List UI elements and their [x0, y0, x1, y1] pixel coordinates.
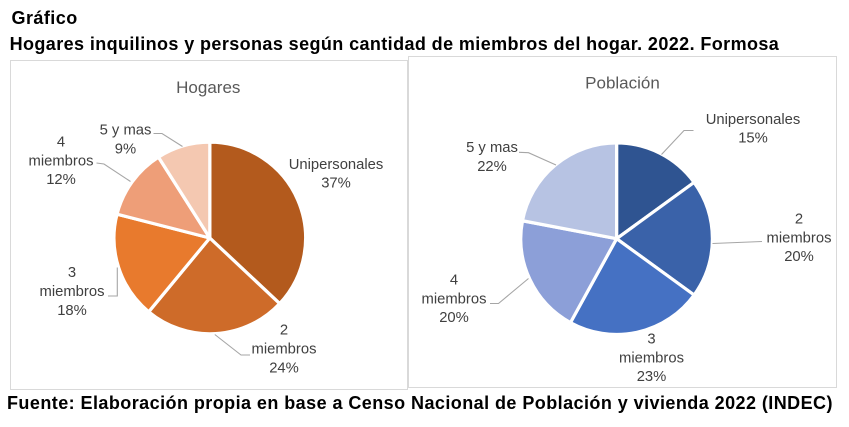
svg-text:miembros: miembros [252, 342, 317, 358]
svg-text:Unipersonales: Unipersonales [289, 157, 384, 173]
svg-text:3: 3 [647, 332, 655, 348]
svg-text:23%: 23% [637, 369, 667, 385]
svg-text:37%: 37% [321, 176, 351, 192]
svg-text:4: 4 [450, 273, 458, 289]
svg-text:miembros: miembros [29, 153, 94, 169]
svg-text:20%: 20% [439, 310, 469, 326]
svg-text:miembros: miembros [619, 350, 684, 366]
svg-text:Población: Población [585, 74, 660, 93]
svg-text:miembros: miembros [40, 284, 105, 300]
svg-text:9%: 9% [115, 141, 136, 157]
svg-text:2: 2 [795, 212, 803, 228]
svg-text:Unipersonales: Unipersonales [706, 112, 801, 128]
svg-text:24%: 24% [269, 360, 299, 376]
svg-text:2: 2 [280, 323, 288, 339]
svg-text:miembros: miembros [767, 230, 832, 246]
svg-text:4: 4 [57, 135, 65, 151]
svg-text:20%: 20% [784, 249, 814, 265]
svg-text:5 y mas: 5 y mas [466, 140, 518, 156]
svg-text:miembros: miembros [422, 291, 487, 307]
svg-text:12%: 12% [46, 172, 76, 188]
svg-text:15%: 15% [738, 131, 768, 147]
svg-text:18%: 18% [57, 303, 87, 319]
svg-text:22%: 22% [477, 159, 507, 175]
svg-text:3: 3 [68, 265, 76, 281]
svg-text:5 y mas: 5 y mas [100, 123, 152, 139]
svg-text:Hogares: Hogares [176, 78, 240, 97]
